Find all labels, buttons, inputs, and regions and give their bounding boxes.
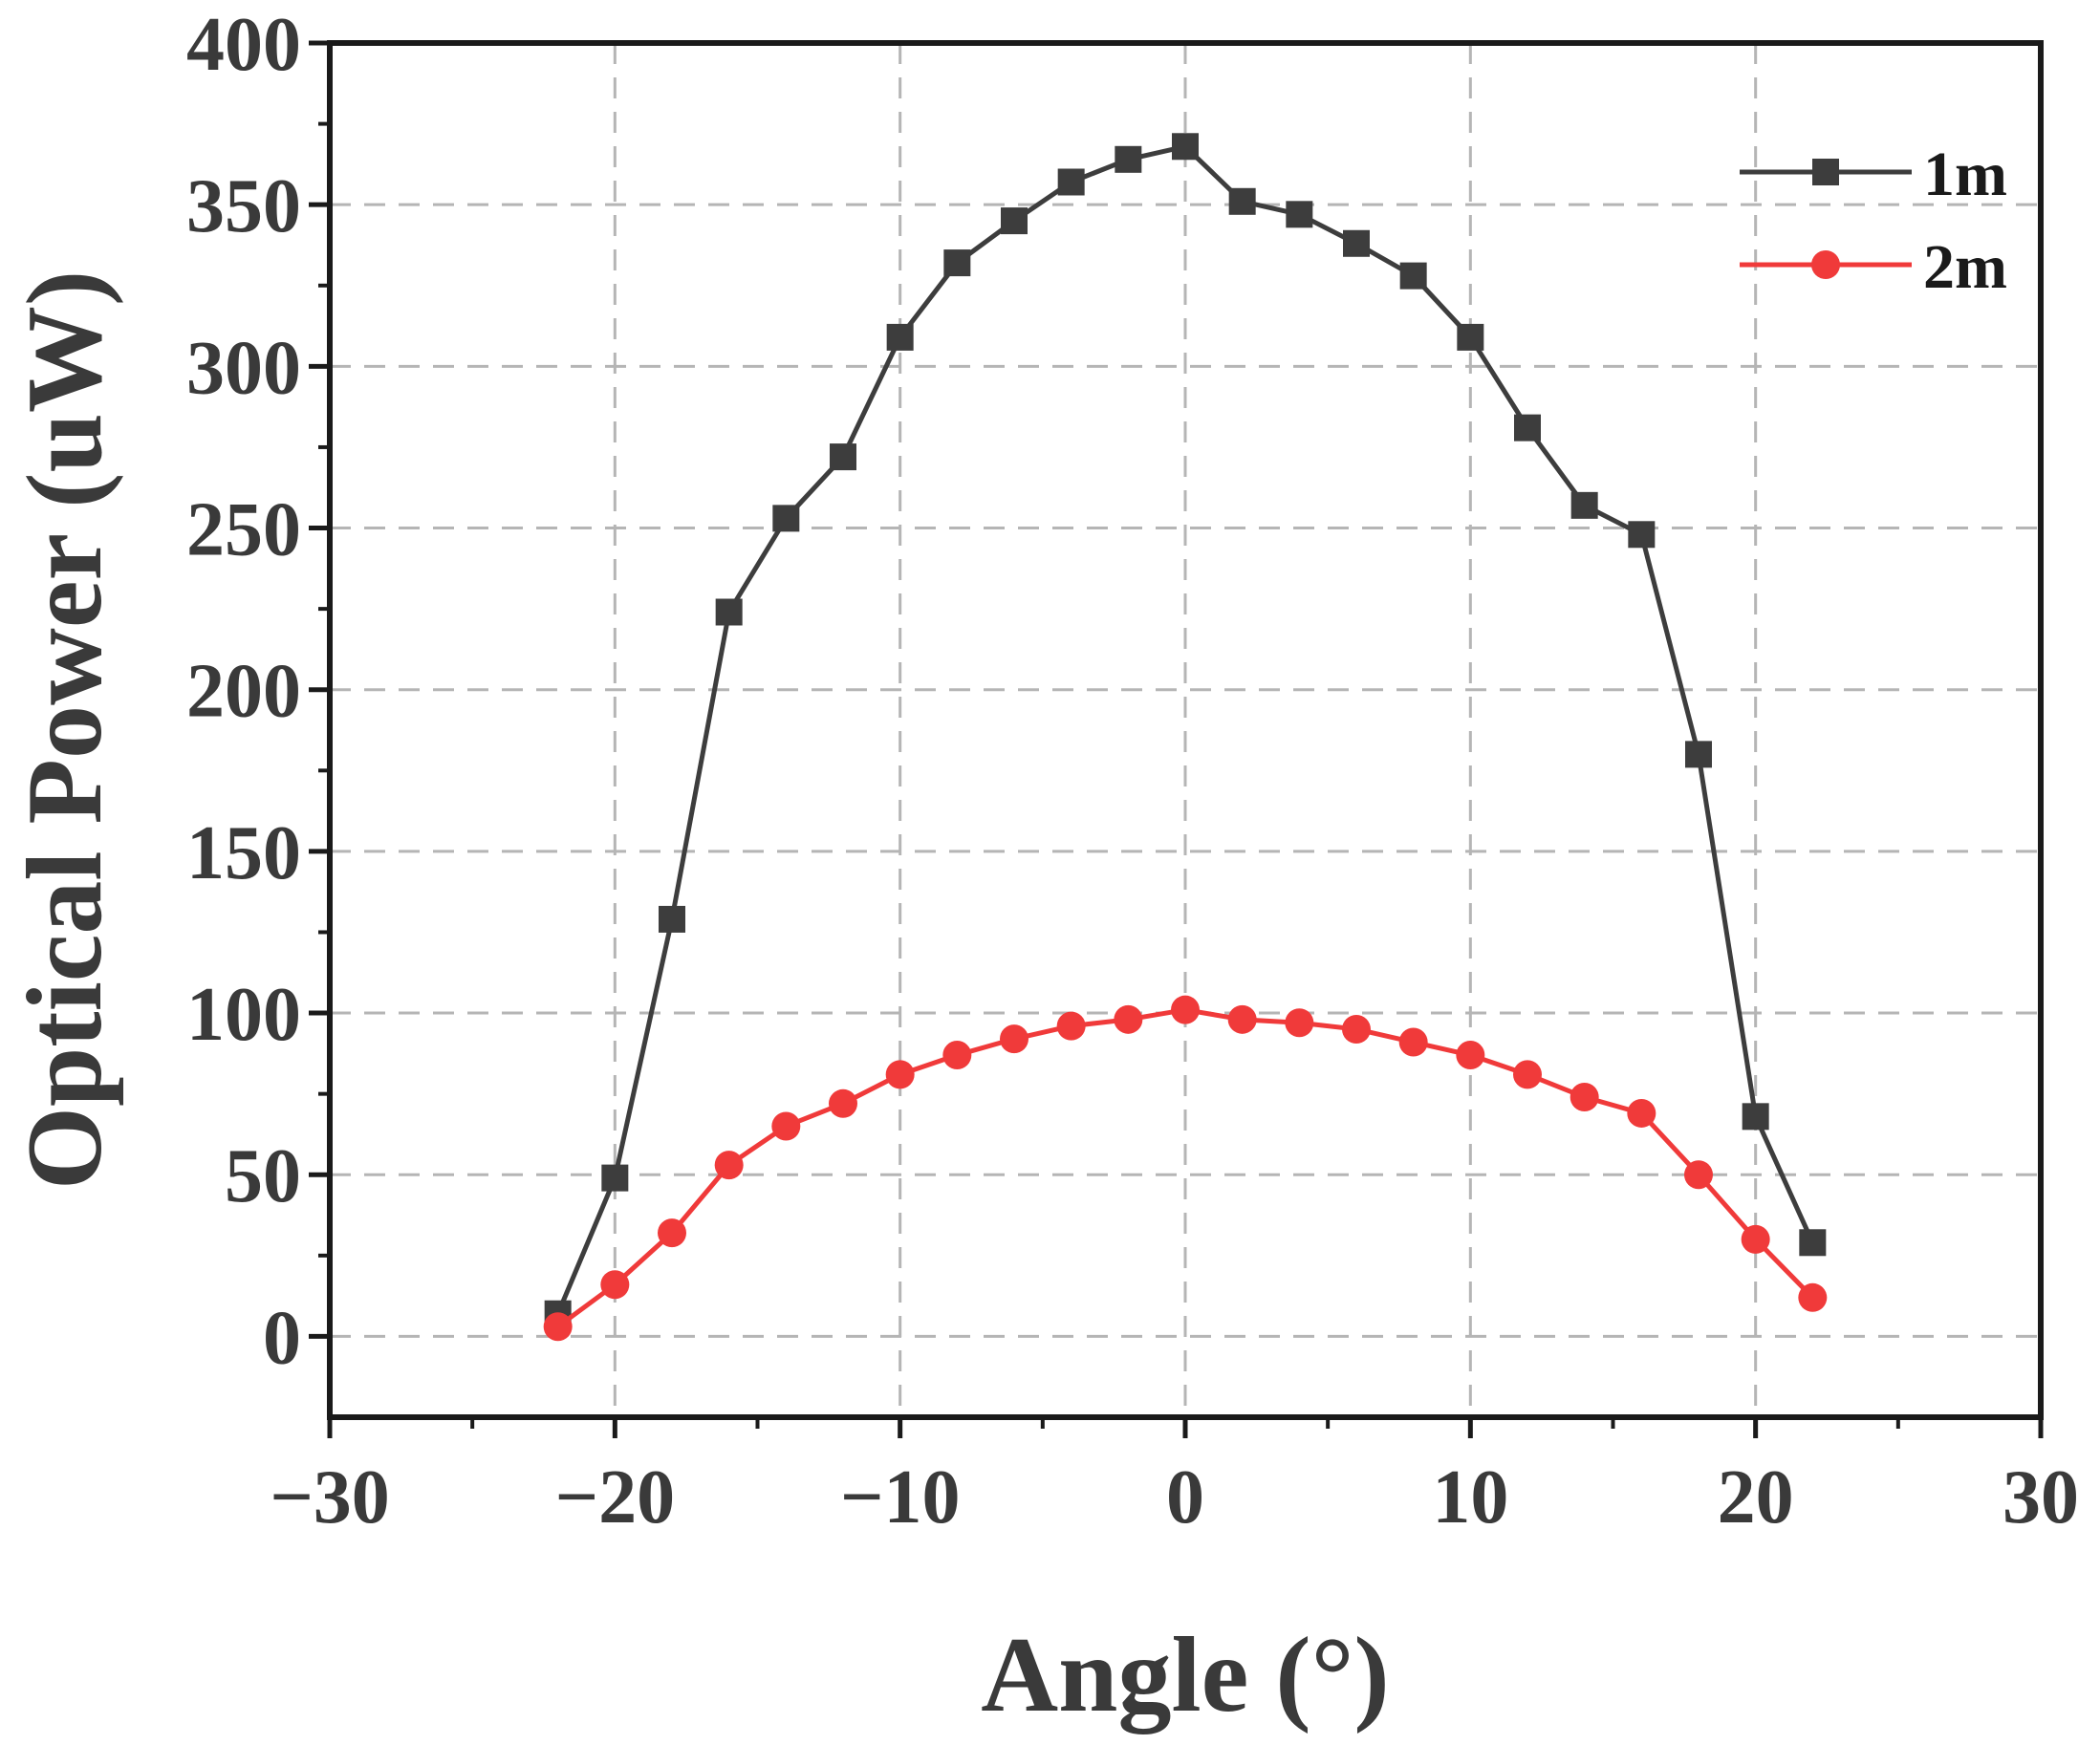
legend-label: 2m <box>1923 232 2007 302</box>
x-tick-label: 0 <box>1166 1455 1204 1540</box>
data-point <box>1285 1008 1314 1038</box>
data-point <box>659 905 685 933</box>
data-point <box>943 249 971 277</box>
y-tick-label: 200 <box>186 650 301 734</box>
data-point <box>1513 1060 1542 1089</box>
data-point <box>1057 168 1085 196</box>
y-tick-label: 50 <box>225 1134 301 1218</box>
data-point <box>885 1060 915 1089</box>
data-point <box>1342 1014 1371 1044</box>
data-point <box>1227 1004 1257 1034</box>
y-tick-label: 300 <box>186 326 301 410</box>
data-point <box>543 1312 573 1342</box>
legend-label: 1m <box>1923 140 2007 209</box>
y-tick-label: 350 <box>186 164 301 248</box>
plot-frame <box>327 40 2044 1420</box>
data-point <box>1741 1224 1770 1254</box>
data-point <box>1286 201 1313 228</box>
y-tick-label: 150 <box>186 811 301 895</box>
data-point <box>942 1041 972 1070</box>
series <box>543 133 1828 1342</box>
data-point <box>658 1218 686 1248</box>
legend-marker <box>1811 250 1840 279</box>
data-point <box>1799 1229 1827 1257</box>
x-tick-label: 20 <box>1718 1455 1794 1540</box>
data-point <box>772 505 800 532</box>
data-point <box>600 1270 630 1300</box>
data-point <box>771 1111 801 1141</box>
grid <box>330 43 2041 1417</box>
y-axis-title: Optical Power (uW) <box>6 270 124 1190</box>
series-2m <box>543 995 1828 1342</box>
data-point <box>1115 145 1142 173</box>
data-point <box>829 1088 857 1118</box>
x-tick-label: 30 <box>2003 1455 2079 1540</box>
data-point <box>1742 1103 1769 1131</box>
data-point <box>1685 741 1712 768</box>
data-point <box>1514 414 1541 442</box>
y-tick-label: 0 <box>263 1296 301 1380</box>
y-tick-label: 400 <box>186 3 301 87</box>
x-tick-label: −20 <box>555 1455 676 1540</box>
x-axis-title: Angle (°) <box>981 1616 1389 1734</box>
data-point <box>1457 323 1484 351</box>
data-point <box>830 443 856 471</box>
data-point <box>1798 1282 1828 1312</box>
data-point <box>1398 1027 1428 1057</box>
data-point <box>1172 133 1199 161</box>
data-point <box>1000 1024 1028 1054</box>
data-point <box>1399 262 1427 290</box>
data-point <box>1628 521 1656 549</box>
data-point <box>1171 995 1200 1024</box>
data-point <box>601 1164 629 1192</box>
data-point <box>1456 1041 1485 1070</box>
data-point <box>714 1151 744 1180</box>
data-point <box>1114 1004 1143 1034</box>
x-tick-label: −30 <box>270 1455 390 1540</box>
legend-marker <box>1812 159 1839 185</box>
y-tick-label: 250 <box>186 488 301 572</box>
data-point <box>715 598 743 626</box>
y-tick-label: 100 <box>186 973 301 1057</box>
data-point <box>1056 1011 1086 1041</box>
data-point <box>1570 491 1598 519</box>
data-point <box>1570 1083 1599 1112</box>
data-point <box>1001 207 1028 235</box>
x-tick-label: −10 <box>840 1455 961 1540</box>
data-point <box>1684 1160 1713 1190</box>
data-point <box>1343 229 1370 257</box>
data-point <box>886 323 914 351</box>
data-point <box>1627 1098 1656 1128</box>
x-tick-label: 10 <box>1432 1455 1508 1540</box>
data-point <box>1228 187 1256 215</box>
